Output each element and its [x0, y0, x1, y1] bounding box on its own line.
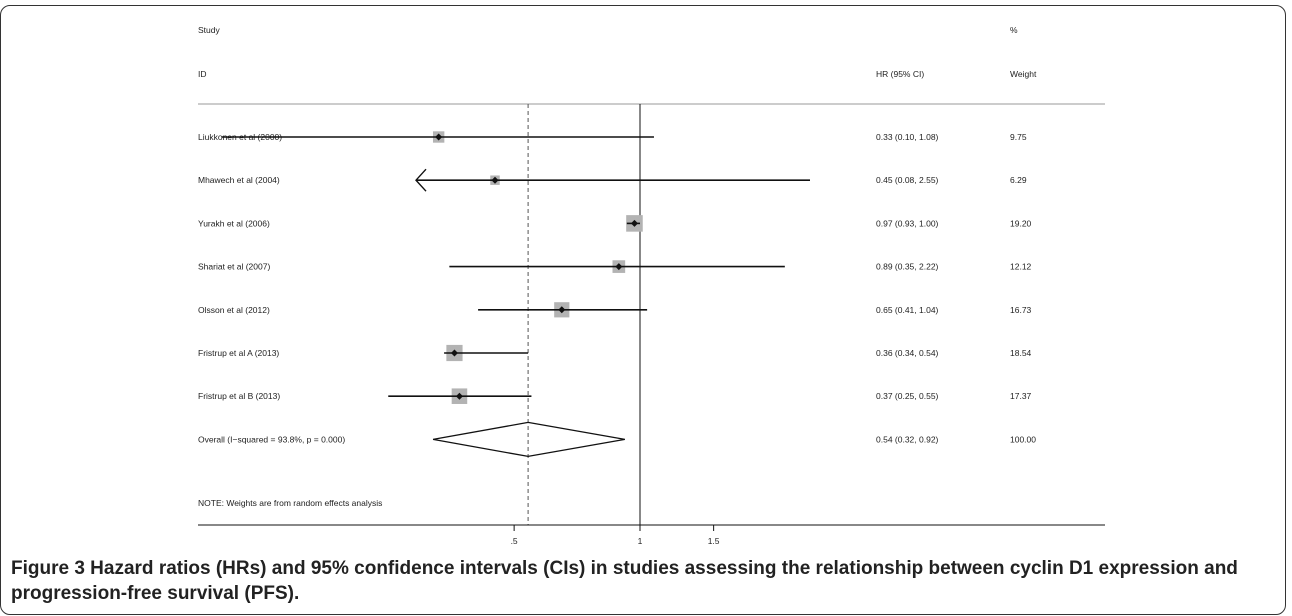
- study-label: Fristrup et al A (2013): [198, 348, 279, 358]
- point-estimate: [630, 219, 638, 227]
- study-label: Shariat et al (2007): [198, 262, 270, 272]
- point-estimate: [455, 392, 463, 400]
- point-estimate: [435, 133, 443, 141]
- header-hr-ci: HR (95% CI): [876, 69, 924, 79]
- caption-label: Figure 3: [11, 558, 85, 579]
- header-percent: %: [1010, 25, 1018, 35]
- study-hr-ci: 0.97 (0.93, 1.00): [876, 218, 939, 228]
- x-tick-label: .5: [511, 536, 518, 546]
- study-weight: 17.37: [1010, 391, 1032, 401]
- study-weight: 16.73: [1010, 305, 1032, 315]
- point-estimate: [450, 349, 458, 357]
- study-hr-ci: 0.36 (0.34, 0.54): [876, 348, 939, 358]
- study-hr-ci: 0.37 (0.25, 0.55): [876, 391, 939, 401]
- point-estimate: [615, 263, 623, 271]
- overall-hr-ci: 0.54 (0.32, 0.92): [876, 434, 939, 444]
- study-weight: 9.75: [1010, 132, 1027, 142]
- ci-truncation-arrow: [415, 168, 427, 192]
- header-id: ID: [198, 69, 207, 79]
- forest-plot: Study ID HR (95% CI) % Weight Liukkonen …: [198, 25, 1105, 546]
- point-estimate: [491, 176, 499, 184]
- study-weight: 18.54: [1010, 348, 1032, 358]
- study-hr-ci: 0.65 (0.41, 1.04): [876, 305, 939, 315]
- study-weight: 12.12: [1010, 262, 1032, 272]
- x-tick-label: 1: [638, 536, 643, 546]
- study-label: Fristrup et al B (2013): [198, 391, 280, 401]
- x-tick-label: 1.5: [708, 536, 720, 546]
- overall-diamond: [432, 421, 625, 458]
- caption-text: Hazard ratios (HRs) and 95% confidence i…: [11, 558, 1238, 604]
- study-hr-ci: 0.45 (0.08, 2.55): [876, 175, 939, 185]
- figure-caption: Figure 3 Hazard ratios (HRs) and 95% con…: [11, 556, 1277, 606]
- study-hr-ci: 0.89 (0.35, 2.22): [876, 262, 939, 272]
- study-label: Mhawech et al (2004): [198, 175, 280, 185]
- study-label: Olsson et al (2012): [198, 305, 270, 315]
- study-label: Yurakh et al (2006): [198, 218, 270, 228]
- study-weight: 19.20: [1010, 218, 1032, 228]
- study-hr-ci: 0.33 (0.10, 1.08): [876, 132, 939, 142]
- study-weight: 6.29: [1010, 175, 1027, 185]
- header-study: Study: [198, 25, 220, 35]
- point-estimate: [558, 306, 566, 314]
- note-text: NOTE: Weights are from random effects an…: [198, 498, 382, 508]
- overall-weight: 100.00: [1010, 434, 1036, 444]
- overall-label: Overall (I−squared = 93.8%, p = 0.000): [198, 434, 345, 444]
- header-weight: Weight: [1010, 69, 1037, 79]
